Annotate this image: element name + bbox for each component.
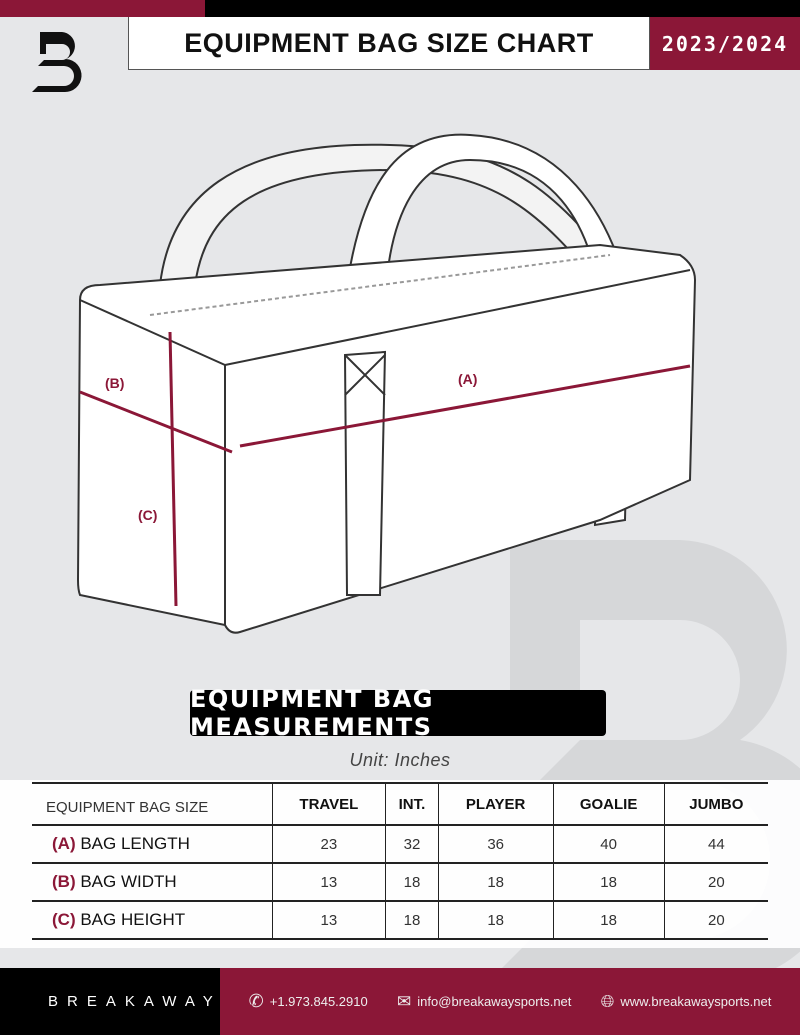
col-header: PLAYER <box>437 782 554 826</box>
label-c: (C) <box>138 507 157 523</box>
email-link[interactable]: info@breakawaysports.net <box>417 994 572 1009</box>
cell: 36 <box>437 825 554 864</box>
size-table: EQUIPMENT BAG SIZE TRAVEL INT. PLAYER GO… <box>32 782 768 940</box>
label-a: (A) <box>458 371 477 387</box>
label-b: (B) <box>105 375 124 391</box>
table-row: (A) BAG LENGTH 23 32 36 40 44 <box>32 825 768 864</box>
website-link[interactable]: www.breakawaysports.net <box>620 994 772 1009</box>
breakaway-logo-icon <box>32 32 82 93</box>
cell: 18 <box>437 863 554 902</box>
page-title: EQUIPMENT BAG SIZE CHART <box>128 17 650 70</box>
table-header-row: EQUIPMENT BAG SIZE TRAVEL INT. PLAYER GO… <box>32 782 768 826</box>
cell: 44 <box>663 825 768 864</box>
email-icon: ✉ <box>397 991 412 1011</box>
phone-icon: ✆ <box>248 991 264 1011</box>
cell: 13 <box>271 863 386 902</box>
measurements-title: EQUIPMENT BAG MEASUREMENTS <box>190 685 606 741</box>
bag-diagram: (B) (C) (A) <box>76 133 697 634</box>
cell: 13 <box>271 901 386 940</box>
footer-brand: BREAKAWAY <box>0 968 220 1035</box>
cell: 18 <box>437 901 554 940</box>
footer-contact: ✆ +1.973.845.2910 ✉ info@breakawaysports.n… <box>220 968 800 1035</box>
top-accent-bar <box>0 0 205 17</box>
phone-link[interactable]: +1.973.845.2910 <box>269 994 368 1009</box>
col-header: INT. <box>385 782 439 826</box>
unit-label: Unit: Inches <box>349 750 451 770</box>
col-header: JUMBO <box>663 782 768 826</box>
cell: 40 <box>552 825 665 864</box>
table-row: (B) BAG WIDTH 13 18 18 18 20 <box>32 863 768 902</box>
watermark-logo-icon <box>490 540 800 980</box>
cell: 23 <box>271 825 386 864</box>
cell: 18 <box>552 901 665 940</box>
cell: 18 <box>385 863 439 902</box>
row-label: BAG LENGTH <box>80 834 190 853</box>
table-row: (C) BAG HEIGHT 13 18 18 18 20 <box>32 901 768 940</box>
cell: 32 <box>385 825 439 864</box>
col-header: GOALIE <box>552 782 665 826</box>
row-letter: (B) <box>52 872 76 891</box>
brand-name: BREAKAWAY <box>48 993 222 1010</box>
top-black-bar <box>205 0 800 17</box>
cell: 20 <box>663 863 768 902</box>
cell: 18 <box>552 863 665 902</box>
col-header: EQUIPMENT BAG SIZE <box>32 782 272 826</box>
row-label: BAG HEIGHT <box>80 910 186 929</box>
row-label: BAG WIDTH <box>80 872 177 891</box>
cell: 20 <box>663 901 768 940</box>
row-letter: (C) <box>52 910 76 929</box>
season-label: 2023/2024 <box>650 17 800 70</box>
globe-icon: 🌐︎ <box>600 991 615 1011</box>
col-header: TRAVEL <box>271 782 386 826</box>
row-letter: (A) <box>52 834 76 853</box>
cell: 18 <box>385 901 439 940</box>
